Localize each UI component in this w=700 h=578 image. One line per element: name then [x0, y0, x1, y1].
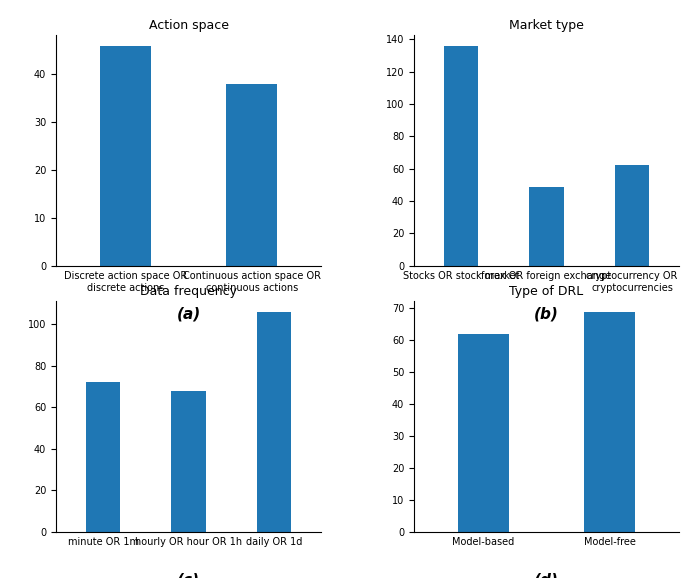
Title: Data frequency: Data frequency — [140, 285, 237, 298]
Text: (d): (d) — [534, 572, 559, 578]
Bar — [444, 46, 478, 266]
Bar — [172, 391, 206, 532]
Bar — [615, 165, 649, 266]
Bar — [100, 46, 150, 266]
Title: Market type: Market type — [509, 19, 584, 32]
Bar — [584, 312, 635, 532]
Title: Action space: Action space — [148, 19, 229, 32]
Text: (b): (b) — [534, 306, 559, 321]
Bar — [529, 187, 564, 266]
Bar — [226, 84, 277, 266]
Bar — [86, 382, 120, 532]
Text: (c): (c) — [177, 572, 200, 578]
Text: (a): (a) — [176, 306, 201, 321]
Bar — [257, 312, 291, 532]
Bar — [458, 334, 509, 532]
Title: Type of DRL: Type of DRL — [510, 285, 584, 298]
